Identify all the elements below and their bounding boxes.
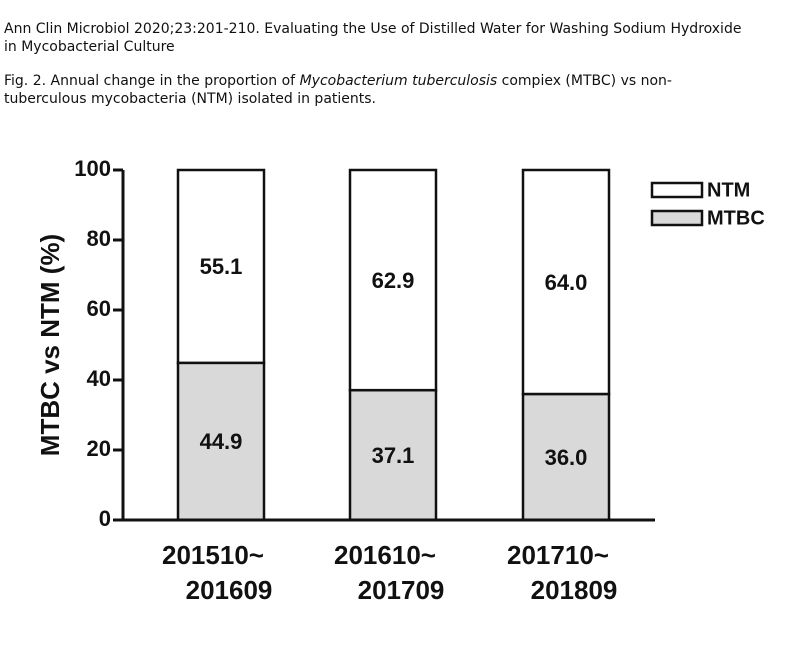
caption: Fig. 2. Annual change in the proportion …	[4, 72, 744, 108]
data-label: 55.1	[200, 254, 243, 279]
bar-segment	[348, 168, 438, 392]
caption-text: Fig. 2. Annual change in the proportion …	[4, 73, 300, 89]
citation: Ann Clin Microbiol 2020;23:201-210. Eval…	[4, 21, 742, 55]
legend-label: NTM	[707, 179, 750, 201]
data-label: 44.9	[200, 429, 243, 454]
bar-segment	[176, 168, 266, 365]
caption-italic: Mycobacterium tuberculosis	[299, 73, 498, 89]
y-tick-label: 20	[87, 436, 111, 461]
y-tick-label: 60	[87, 296, 111, 321]
data-label: 62.9	[372, 268, 415, 293]
legend-swatch	[650, 181, 704, 199]
x-tick-label: 201609	[186, 575, 273, 605]
data-label: 36.0	[545, 445, 588, 470]
y-tick-label: 100	[74, 156, 111, 181]
x-tick-label: 201610~	[334, 540, 436, 570]
x-tick-label: 201710~	[507, 540, 609, 570]
y-tick-label: 80	[87, 226, 111, 251]
caption-text: compiex (MTBC) vs non-tuberculous mycoba…	[4, 73, 672, 107]
data-label: 37.1	[372, 443, 415, 468]
bar-segment	[348, 388, 438, 522]
legend-swatch	[650, 209, 704, 227]
bar-segment	[176, 361, 266, 522]
y-tick-label: 0	[99, 506, 111, 531]
y-tick-label: 40	[87, 366, 111, 391]
y-axis-label: MTBC vs NTM (%)	[35, 234, 65, 456]
x-tick-label: 201709	[358, 575, 445, 605]
legend-label: MTBC	[707, 207, 765, 229]
bar-segment	[521, 392, 611, 522]
data-label: 64.0	[545, 270, 588, 295]
bar-segment	[521, 168, 611, 396]
x-tick-label: 201809	[531, 575, 618, 605]
header: Ann Clin Microbiol 2020;23:201-210. Eval…	[4, 20, 744, 108]
x-tick-label: 201510~	[162, 540, 264, 570]
